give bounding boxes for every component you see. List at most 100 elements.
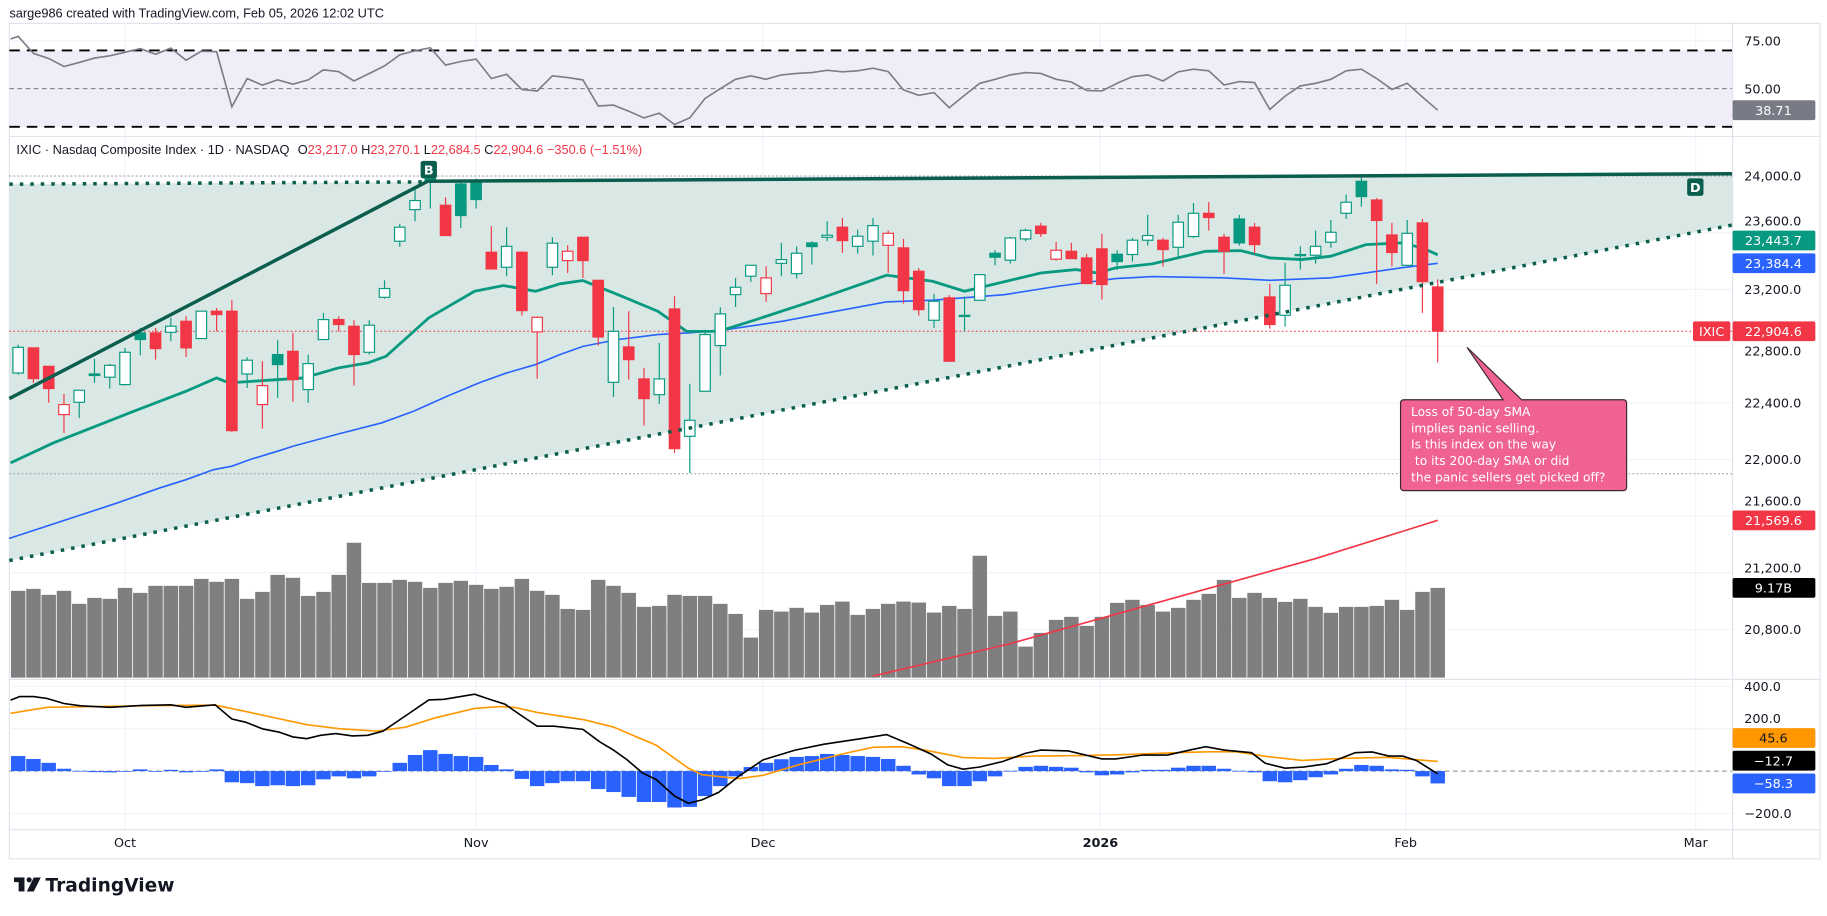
candle: [58, 393, 70, 433]
candle: [714, 307, 727, 376]
macd-histogram-bar: [1323, 771, 1339, 775]
candle: [1340, 194, 1352, 219]
volume-bar: [758, 609, 774, 678]
volume-bar: [1308, 606, 1323, 678]
candle: [668, 296, 681, 454]
volume-bar: [285, 577, 301, 678]
macd-histogram-bar: [590, 771, 606, 790]
volume-bar: [1018, 646, 1033, 678]
price-badge: 21,569.6: [1732, 510, 1816, 531]
macd-histogram-bar: [1369, 765, 1384, 772]
candle: [1294, 246, 1307, 270]
symbol-tag: IXIC: [1693, 321, 1731, 342]
macd-histogram-bar: [606, 771, 621, 793]
rsi-band-fill: [9, 50, 1733, 127]
macd-histogram-bar: [1338, 768, 1354, 772]
candle-body: [58, 403, 70, 416]
macd-histogram-bar: [1018, 766, 1033, 772]
tradingview-logo[interactable]: TradingView: [13, 875, 174, 896]
volume-bar: [26, 588, 41, 678]
price-pane[interactable]: B D Loss of 50-day SMA implies panic sel…: [8, 142, 1733, 678]
candle-body: [775, 259, 788, 264]
candle: [241, 357, 253, 388]
candle: [928, 293, 940, 328]
macd-histogram-bar: [41, 762, 56, 772]
point-label-d[interactable]: D: [1687, 178, 1704, 196]
candle-body: [409, 199, 421, 211]
volume-bar: [133, 592, 148, 678]
candle: [1401, 219, 1414, 266]
candle: [1263, 283, 1276, 329]
volume-badge-bg: [1732, 577, 1816, 598]
legend-separator: ·: [228, 142, 232, 157]
candle-body: [897, 247, 910, 292]
volume-bar: [972, 555, 988, 678]
macd-histogram-bar: [1354, 764, 1369, 772]
candle: [653, 342, 666, 404]
candle-body: [378, 287, 391, 298]
candle-body: [180, 320, 192, 349]
top-dotted-trendline[interactable]: [9, 180, 429, 186]
candle-body: [73, 389, 86, 403]
candle-body: [27, 347, 40, 380]
legend-close-label: C: [484, 142, 493, 157]
macd-histogram-bar: [87, 771, 102, 773]
legend-high-value: 23,270.1: [370, 142, 420, 157]
callout-annotation[interactable]: Loss of 50-day SMA implies panic selling…: [1399, 346, 1628, 492]
volume-bar: [774, 611, 789, 678]
volume-bar: [148, 585, 163, 678]
candle: [1141, 214, 1154, 246]
macd-pane[interactable]: [9, 693, 1733, 808]
price-axis-label: 21,200.0: [1744, 562, 1801, 577]
price-badge-text: 21,569.6: [1745, 514, 1802, 529]
candle: [363, 320, 376, 355]
volume-bar: [880, 603, 896, 678]
candle: [1019, 228, 1032, 242]
candle: [943, 295, 956, 362]
callout-line-1: Loss of 50-day SMA: [1411, 405, 1531, 419]
macd-histogram-bar: [545, 771, 560, 784]
rsi-pane[interactable]: [9, 35, 1733, 128]
candle: [622, 311, 635, 380]
volume-bar: [1232, 597, 1247, 678]
macd-histogram-bar: [300, 771, 316, 786]
macd-histogram-bar: [926, 771, 942, 779]
candle: [1035, 222, 1047, 237]
point-label-b[interactable]: B: [420, 160, 437, 179]
macd-histogram-bar: [1384, 769, 1400, 772]
macd-histogram-bar: [957, 771, 972, 787]
candle-body: [1355, 180, 1368, 198]
price-badge-bg: [1732, 253, 1816, 274]
tradingview-logo-text: TradingView: [45, 875, 174, 896]
macd-badge-text: 45.6: [1759, 732, 1787, 747]
candle: [409, 189, 421, 222]
volume-bar: [1293, 598, 1308, 678]
volume-badge-text: 9.17B: [1755, 582, 1792, 597]
resistance-trendline[interactable]: [428, 171, 1733, 184]
volume-bar: [1354, 606, 1369, 678]
legend-low-value: 22,684.5: [431, 142, 481, 157]
candle: [867, 217, 879, 256]
price-badge-text: 22,904.6: [1745, 325, 1802, 340]
legend-symbol: IXIC: [16, 142, 41, 157]
volume-bar: [239, 598, 255, 678]
candle-body: [1294, 253, 1307, 257]
time-axis-label: Feb: [1394, 836, 1417, 851]
volume-bar: [1384, 599, 1400, 678]
candle-body: [851, 235, 864, 247]
macd-histogram-bar: [1430, 771, 1445, 784]
volume-bar: [453, 580, 469, 678]
rising-trendline[interactable]: [8, 179, 430, 401]
macd-histogram-bar: [1415, 771, 1430, 777]
candle: [256, 361, 269, 429]
symbol-legend[interactable]: IXIC · Nasdaq Composite Index · 1D · NAS…: [16, 142, 642, 157]
candle-body: [439, 204, 452, 237]
axis-labels[interactable]: 75.00 50.00 24,000.0 23,600.0 23,200.0 22,800…: [114, 35, 1801, 852]
candle-body: [592, 279, 605, 338]
macd-badge-bg: [1732, 773, 1816, 794]
volume-bar: [209, 581, 224, 678]
candle-body: [928, 300, 940, 321]
price-badge-bg: [1732, 321, 1816, 342]
volume-bar: [1247, 592, 1262, 678]
